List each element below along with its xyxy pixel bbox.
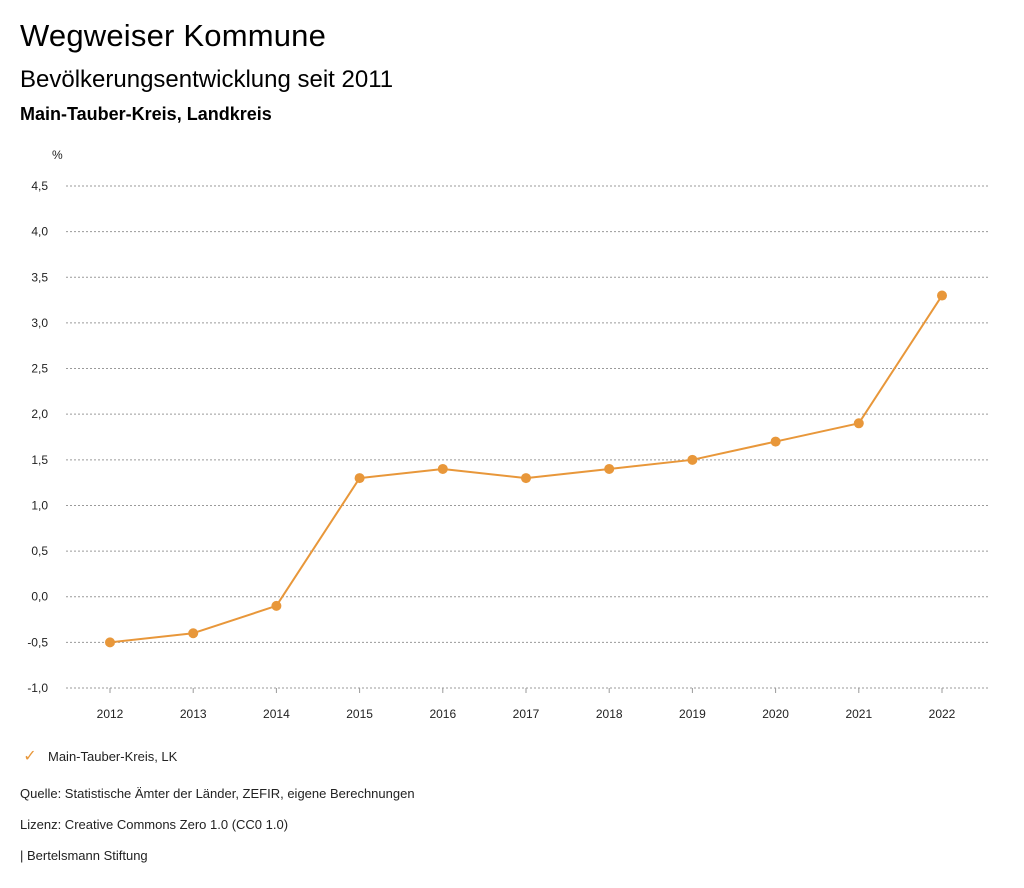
y-tick-label: 4,0 [31,225,48,239]
data-point [770,436,781,447]
x-tick-label: 2021 [845,707,872,721]
data-point [105,637,115,648]
y-tick-label: 2,0 [31,407,48,421]
data-point [604,463,615,474]
data-point [521,473,531,484]
x-tick-label: 2018 [596,707,623,721]
y-axis-ticks: -1,0 -0,5 0,0 0,5 1,0 1,5 2,0 2,5 3,0 3,5 4,0 4,5 [27,179,48,695]
chart-subtitle: Bevölkerungsentwicklung seit 2011 [20,66,394,93]
x-tick-label: 2015 [346,707,373,721]
x-tick-label: 2020 [762,707,789,721]
grid-lines [66,185,990,689]
x-tick-label: 2013 [180,707,207,721]
series-layer [105,290,947,648]
y-tick-label: -1,0 [27,681,48,695]
y-tick-label: 1,0 [31,498,48,512]
x-tick-label: 2017 [513,707,540,721]
legend-label: Main-Tauber-Kreis, LK [48,748,178,764]
data-point [853,418,864,429]
data-point [271,600,282,611]
legend-item[interactable]: ✓ Main-Tauber-Kreis, LK [22,746,177,766]
x-tick-label: 2016 [429,707,456,721]
publisher-note: | Bertelsmann Stiftung [20,848,148,863]
y-tick-label: 3,0 [31,316,48,330]
y-tick-label: 1,5 [31,453,48,467]
y-tick-label: 0,0 [31,590,48,604]
y-tick-label: -0,5 [27,635,48,649]
data-point [687,454,698,465]
data-point [937,290,947,301]
region-label: Main-Tauber-Kreis, Landkreis [20,104,272,124]
x-tick-label: 2014 [263,707,290,721]
y-tick-label: 2,5 [31,362,48,376]
series-line [109,294,943,644]
check-icon: ✓ [23,748,37,765]
license-note: Lizenz: Creative Commons Zero 1.0 (CC0 1… [20,817,289,832]
data-point [437,463,448,474]
y-tick-label: 4,5 [31,179,48,193]
y-axis-unit: % [52,148,63,162]
y-tick-label: 3,5 [31,270,48,284]
x-tick-label: 2012 [97,707,124,721]
y-tick-label: 0,5 [31,544,48,558]
data-point [188,628,199,639]
x-tick-label: 2022 [929,707,956,721]
x-tick-label: 2019 [679,707,706,721]
data-point [354,473,365,484]
source-note: Quelle: Statistische Ämter der Länder, Z… [20,786,415,801]
x-axis-ticks: 2012 2013 2014 2015 2016 2017 2018 2019 2020 2021… [97,688,956,721]
page-title: Wegweiser Kommune [20,18,327,53]
